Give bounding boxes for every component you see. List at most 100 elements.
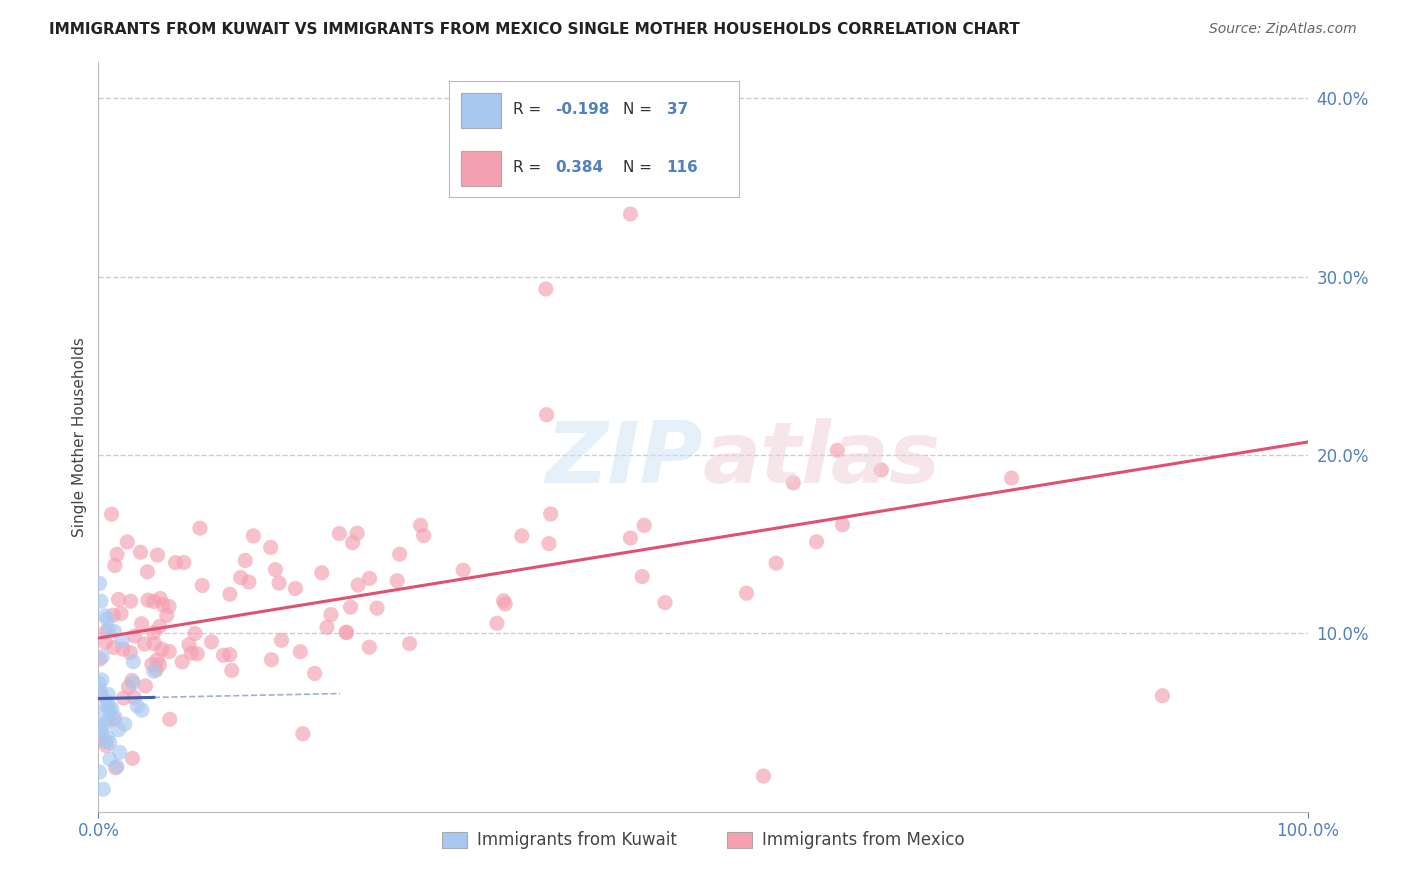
Point: [388, 547, 411, 561]
Point: [806, 534, 828, 549]
Point: [212, 648, 235, 663]
Point: [242, 529, 264, 543]
Point: [89, 684, 111, 698]
Point: [451, 563, 474, 577]
Point: [540, 507, 562, 521]
Point: [270, 633, 292, 648]
Point: [114, 717, 136, 731]
Point: [221, 664, 243, 678]
Point: [827, 443, 849, 458]
Point: [654, 596, 676, 610]
Point: [494, 597, 516, 611]
Point: [146, 653, 169, 667]
Point: [304, 666, 326, 681]
Point: [359, 571, 381, 585]
Point: [335, 625, 357, 640]
Point: [100, 701, 122, 715]
Point: [89, 731, 111, 746]
Point: [328, 526, 350, 541]
Point: [112, 691, 135, 706]
Point: [290, 645, 312, 659]
Point: [238, 575, 260, 590]
Point: [619, 207, 641, 221]
Point: [184, 626, 207, 640]
Point: [90, 594, 112, 608]
Point: [510, 529, 533, 543]
Point: [157, 599, 180, 614]
Point: [111, 642, 134, 657]
Point: [103, 624, 125, 639]
Point: [96, 698, 118, 713]
Point: [120, 594, 142, 608]
Point: [284, 582, 307, 596]
Point: [93, 782, 115, 797]
Point: [122, 676, 145, 690]
Point: [111, 633, 134, 648]
Point: [103, 712, 125, 726]
Point: [267, 576, 290, 591]
Point: [188, 521, 211, 535]
Point: [94, 624, 117, 639]
Point: [143, 637, 166, 651]
Point: [219, 587, 242, 601]
Point: [260, 653, 283, 667]
Point: [98, 702, 121, 716]
Point: [229, 570, 252, 584]
Point: [359, 640, 381, 655]
Text: ZIP: ZIP: [546, 418, 703, 501]
Point: [117, 535, 139, 549]
Point: [385, 574, 408, 588]
Point: [633, 518, 655, 533]
Point: [129, 545, 152, 559]
Point: [90, 725, 112, 739]
Point: [409, 518, 432, 533]
Point: [117, 680, 139, 694]
Point: [233, 553, 256, 567]
Point: [136, 565, 159, 579]
Point: [218, 648, 240, 662]
Point: [536, 408, 558, 422]
Point: [89, 765, 111, 780]
Text: IMMIGRANTS FROM KUWAIT VS IMMIGRANTS FROM MEXICO SINGLE MOTHER HOUSEHOLDS CORREL: IMMIGRANTS FROM KUWAIT VS IMMIGRANTS FRO…: [49, 22, 1019, 37]
Point: [342, 535, 364, 549]
Point: [335, 625, 357, 640]
Point: [165, 556, 187, 570]
Point: [142, 625, 165, 640]
Point: [148, 657, 170, 672]
Point: [1152, 689, 1174, 703]
Point: [98, 752, 121, 766]
Point: [735, 586, 758, 600]
Legend: Immigrants from Kuwait, Immigrants from Mexico: Immigrants from Kuwait, Immigrants from …: [434, 824, 972, 855]
Point: [89, 576, 111, 591]
Point: [87, 676, 110, 690]
Point: [96, 739, 118, 753]
Point: [782, 475, 804, 490]
Point: [156, 608, 179, 623]
Point: [831, 517, 853, 532]
Point: [108, 745, 131, 759]
Point: [91, 649, 114, 664]
Point: [149, 591, 172, 606]
Point: [97, 695, 120, 709]
Point: [492, 593, 515, 607]
Point: [870, 463, 893, 477]
Point: [122, 690, 145, 705]
Point: [150, 642, 173, 657]
Point: [339, 600, 361, 615]
Point: [534, 282, 557, 296]
Y-axis label: Single Mother Households: Single Mother Households: [72, 337, 87, 537]
Point: [136, 593, 159, 607]
Point: [103, 640, 125, 655]
Text: Source: ZipAtlas.com: Source: ZipAtlas.com: [1209, 22, 1357, 37]
Point: [127, 698, 149, 713]
Point: [97, 731, 120, 745]
Point: [121, 751, 143, 765]
Point: [134, 679, 156, 693]
Point: [146, 548, 169, 562]
Point: [107, 592, 129, 607]
Point: [631, 569, 654, 583]
Point: [291, 727, 314, 741]
Point: [159, 712, 181, 726]
Point: [398, 637, 420, 651]
Point: [319, 607, 342, 622]
